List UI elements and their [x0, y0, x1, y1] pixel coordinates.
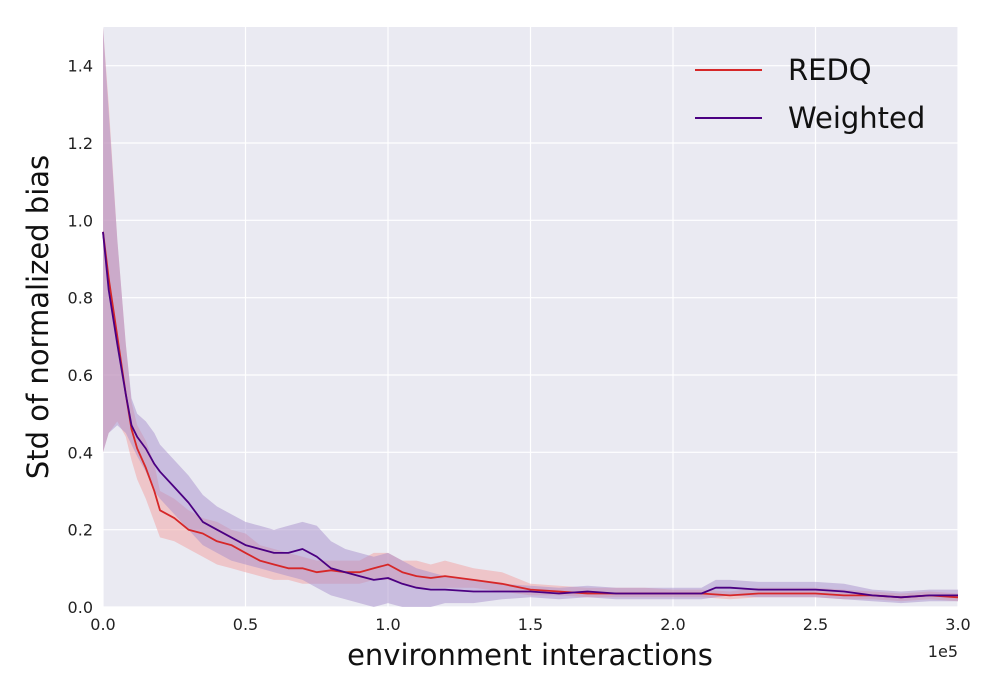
- y-tick-labels: 0.0 0.2 0.4 0.6 0.8 1.0 1.2 1.4: [68, 57, 93, 617]
- x-scale-label: 1e5: [928, 642, 958, 661]
- series-lines: [102, 231, 959, 599]
- y-tick-label: 0.8: [68, 289, 93, 308]
- x-axis-label: environment interactions: [347, 638, 713, 672]
- confidence-bands: [103, 27, 958, 607]
- y-tick-label: 1.4: [68, 57, 93, 76]
- x-tick-label: 3.0: [945, 615, 970, 634]
- series-line-weighted: [102, 231, 958, 599]
- legend-label-redq: REDQ: [788, 53, 872, 87]
- y-tick-label: 0.2: [68, 521, 93, 540]
- x-tick-label: 0.0: [90, 615, 115, 634]
- legend: REDQ Weighted: [695, 53, 925, 135]
- y-tick-label: 0.0: [68, 598, 93, 617]
- x-tick-label: 1.5: [518, 615, 543, 634]
- x-tick-label: 1.0: [375, 615, 400, 634]
- y-tick-label: 0.4: [68, 443, 93, 462]
- band-redq: [103, 27, 958, 602]
- x-tick-label: 2.0: [660, 615, 685, 634]
- x-tick-label: 0.5: [233, 615, 258, 634]
- y-tick-label: 0.6: [68, 366, 93, 385]
- y-tick-label: 1.0: [68, 211, 93, 230]
- x-tick-labels: 0.0 0.5 1.0 1.5 2.0 2.5 3.0: [90, 615, 970, 634]
- y-tick-label: 1.2: [68, 134, 93, 153]
- legend-label-weighted: Weighted: [788, 101, 925, 135]
- y-axis-label: Std of normalized bias: [21, 155, 55, 479]
- x-tick-label: 2.5: [803, 615, 828, 634]
- series-line-redq: [102, 231, 959, 599]
